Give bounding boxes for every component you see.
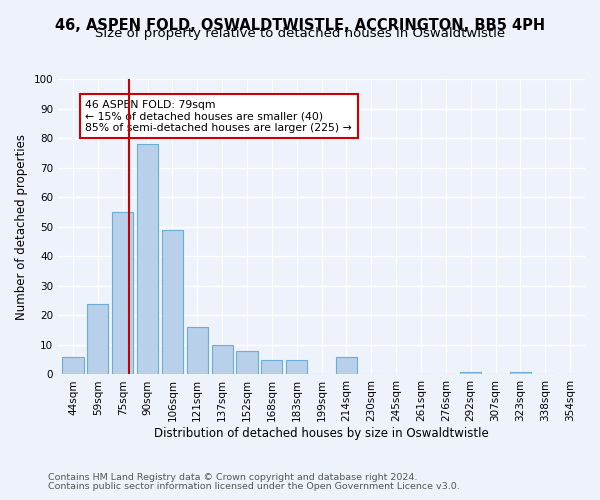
Text: Size of property relative to detached houses in Oswaldtwistle: Size of property relative to detached ho… [95,28,505,40]
Bar [336,356,357,374]
Bar [236,351,257,374]
Y-axis label: Number of detached properties: Number of detached properties [15,134,28,320]
Bar [460,372,481,374]
Text: Contains HM Land Registry data © Crown copyright and database right 2024.: Contains HM Land Registry data © Crown c… [48,474,418,482]
Bar [286,360,307,374]
Bar [162,230,183,374]
Bar [112,212,133,374]
Bar [261,360,283,374]
Bar [62,356,83,374]
Bar [510,372,531,374]
Text: 46, ASPEN FOLD, OSWALDTWISTLE, ACCRINGTON, BB5 4PH: 46, ASPEN FOLD, OSWALDTWISTLE, ACCRINGTO… [55,18,545,32]
Bar [87,304,109,374]
Text: Contains public sector information licensed under the Open Government Licence v3: Contains public sector information licen… [48,482,460,491]
X-axis label: Distribution of detached houses by size in Oswaldtwistle: Distribution of detached houses by size … [154,427,489,440]
Bar [187,327,208,374]
Bar [212,345,233,374]
Bar [137,144,158,374]
Text: 46 ASPEN FOLD: 79sqm
← 15% of detached houses are smaller (40)
85% of semi-detac: 46 ASPEN FOLD: 79sqm ← 15% of detached h… [85,100,352,133]
